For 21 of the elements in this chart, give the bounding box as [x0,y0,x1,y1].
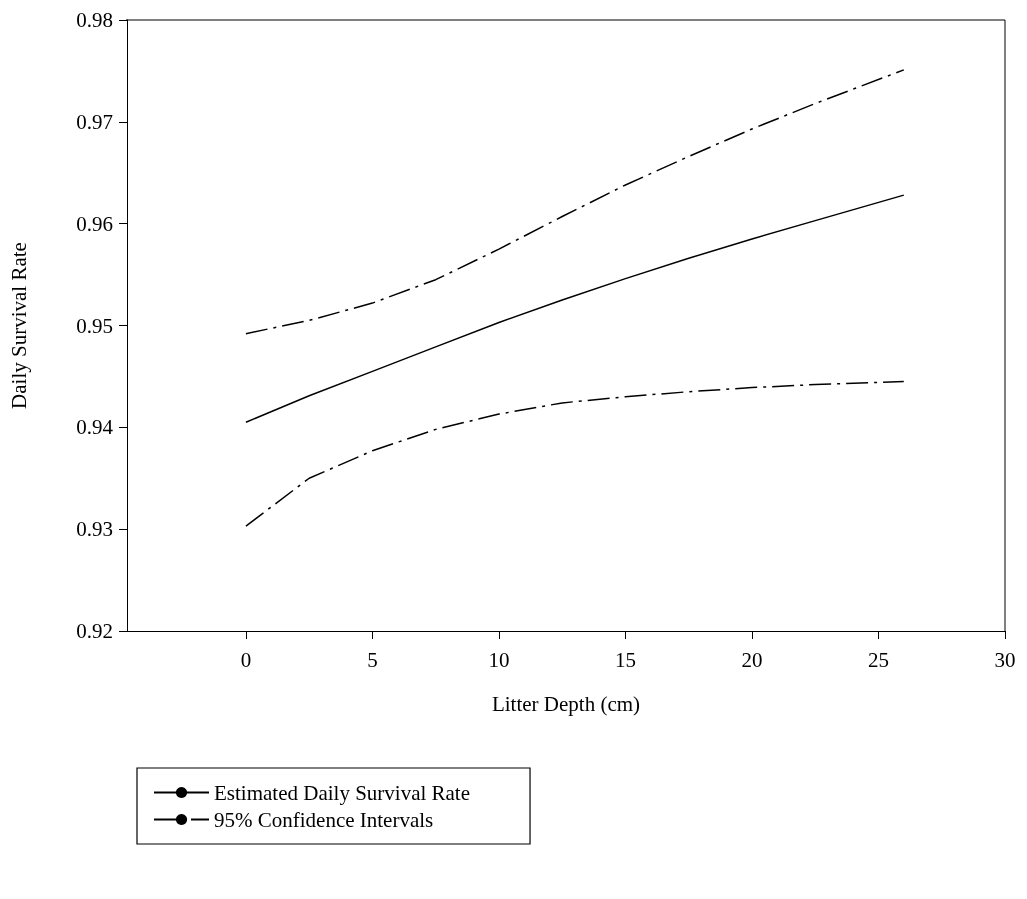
x-tick-label: 30 [994,647,1016,672]
y-tick-label: 0.98 [76,8,113,32]
line-series [245,380,905,527]
legend-label: Estimated Daily Survival Rate [214,780,471,805]
line-series [245,194,905,423]
x-tick-label: 5 [367,647,378,672]
x-tick-label: 0 [240,647,252,672]
y-tick-label: 0.95 [76,313,113,338]
x-tick-label: 10 [488,647,510,672]
x-tick-label: 20 [741,647,763,672]
legend-label: 95% Confidence Intervals [214,807,434,832]
x-axis-title: Litter Depth (cm) [491,691,641,716]
line-series [245,69,905,335]
y-tick-label: 0.96 [76,211,113,236]
y-tick-label: 0.94 [76,415,114,440]
y-axis-title: Daily Survival Rate [6,242,31,409]
y-tick-label: 0.97 [76,109,113,134]
x-tick-label: 15 [614,647,636,672]
y-tick-label: 0.93 [76,517,113,542]
x-tick-label: 25 [867,647,889,672]
y-tick-label: 0.92 [76,619,113,643]
